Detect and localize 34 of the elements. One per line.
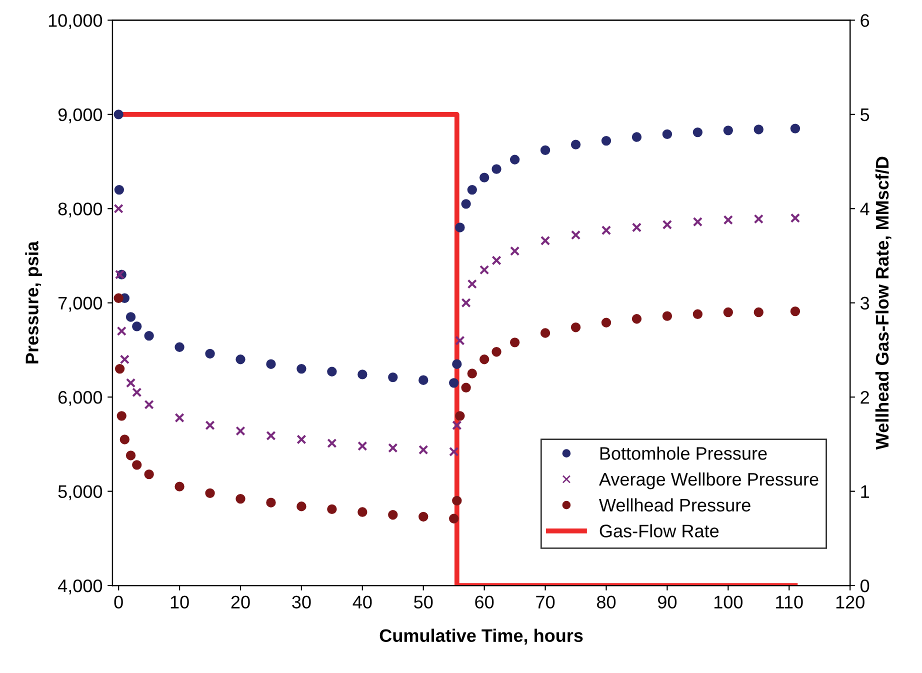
y2-axis-title: Wellhead Gas-Flow Rate, MMscf/D	[875, 156, 892, 450]
x-tick-label: 10	[170, 596, 189, 608]
y-axis-title: Pressure, psia	[25, 241, 42, 364]
x-tick-label: 60	[475, 596, 494, 608]
x-tick-label: 90	[658, 596, 677, 608]
y2-tick-label: 3	[860, 296, 870, 310]
y2-tick-label: 6	[860, 14, 870, 27]
legend-label: Wellhead Pressure	[599, 498, 750, 512]
y-tick-label: 10,000	[48, 14, 102, 30]
legend-label: Average Wellbore Pressure	[598, 472, 818, 490]
y-tick-label: 7,000	[58, 296, 102, 312]
x-tick-label: 50	[414, 596, 433, 608]
legend-label: Gas-Flow Rate	[600, 524, 719, 538]
x-tick-label: 110	[776, 596, 803, 608]
y-tick-label: 8,000	[58, 202, 102, 218]
y2-tick-label: 2	[860, 391, 869, 404]
legend-label: Bottomhole Pressure	[600, 446, 767, 460]
y-tick-label: 6,000	[58, 391, 102, 406]
y2-tick-label: 1	[861, 485, 869, 498]
y-tick-label: 4,000	[58, 579, 102, 594]
y2-tick-label: 5	[860, 108, 870, 122]
y-tick-label: 9,000	[58, 108, 102, 124]
x-tick-label: 30	[292, 596, 311, 608]
x-tick-label: 80	[596, 596, 616, 608]
x-tick-label: 100	[714, 596, 743, 608]
y-tick-label: 5,000	[58, 485, 102, 500]
x-tick-label: 120	[836, 596, 864, 608]
x-tick-label: 40	[352, 596, 372, 608]
y2-tick-label: 0	[860, 579, 870, 592]
y2-tick-label: 4	[860, 202, 870, 216]
x-axis-title: Cumulative Time, hours	[380, 628, 583, 645]
x-tick-label: 0	[114, 596, 123, 608]
x-tick-label: 20	[231, 596, 250, 608]
x-tick-label: 70	[536, 596, 555, 608]
